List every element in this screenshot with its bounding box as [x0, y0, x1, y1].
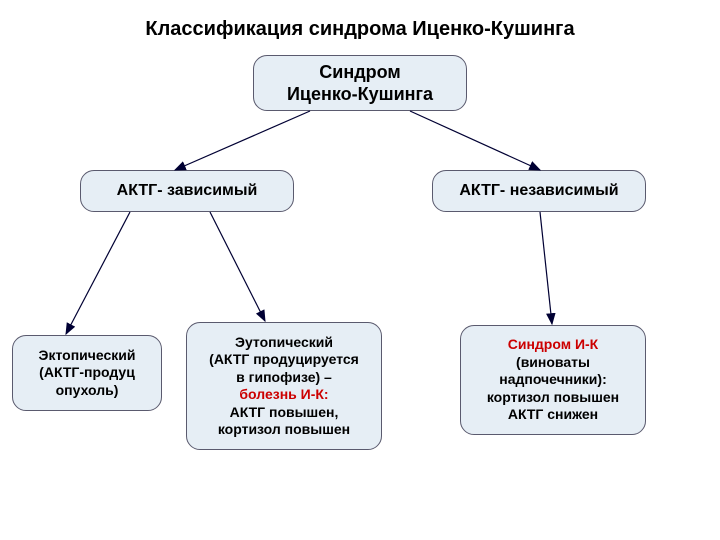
node-root: Синдром Иценко-Кушинга	[253, 55, 467, 111]
leaf2-l1: Эутопический	[209, 334, 359, 352]
leaf3-l2: (виноваты	[487, 354, 619, 372]
leaf3-l3: надпочечники):	[487, 371, 619, 389]
node-aktg-dependent: АКТГ- зависимый	[80, 170, 294, 212]
node-right-text: АКТГ- независимый	[459, 181, 618, 201]
node-root-line1: Синдром	[287, 61, 433, 84]
node-ectopic: Эктопический (АКТГ-продуц опухоль)	[12, 335, 162, 411]
edge-arrow	[210, 212, 265, 321]
leaf2-l4-red: болезнь И-К:	[209, 386, 359, 404]
node-eutopic: Эутопический (АКТГ продуцируется в гипоф…	[186, 322, 382, 450]
leaf3-l1-red: Синдром И-К	[487, 336, 619, 354]
edge-arrow	[410, 111, 540, 170]
node-left-text: АКТГ- зависимый	[117, 181, 258, 201]
diagram-title: Классификация синдрома Иценко-Кушинга	[0, 18, 720, 41]
leaf1-l1: Эктопический	[39, 347, 136, 365]
node-root-line2: Иценко-Кушинга	[287, 83, 433, 106]
node-syndrome-ik: Синдром И-К (виноваты надпочечники): кор…	[460, 325, 646, 435]
leaf3-l4: кортизол повышен	[487, 389, 619, 407]
leaf2-l5: АКТГ повышен,	[209, 404, 359, 422]
edge-arrow	[540, 212, 552, 324]
edge-arrow	[175, 111, 310, 170]
leaf2-l2: (АКТГ продуцируется	[209, 351, 359, 369]
edge-arrow	[66, 212, 130, 334]
node-aktg-independent: АКТГ- независимый	[432, 170, 646, 212]
leaf2-l3: в гипофизе) –	[209, 369, 359, 387]
leaf2-l6: кортизол повышен	[209, 421, 359, 439]
leaf1-l3: опухоль)	[39, 382, 136, 400]
leaf1-l2: (АКТГ-продуц	[39, 364, 136, 382]
leaf3-l5: АКТГ снижен	[487, 406, 619, 424]
